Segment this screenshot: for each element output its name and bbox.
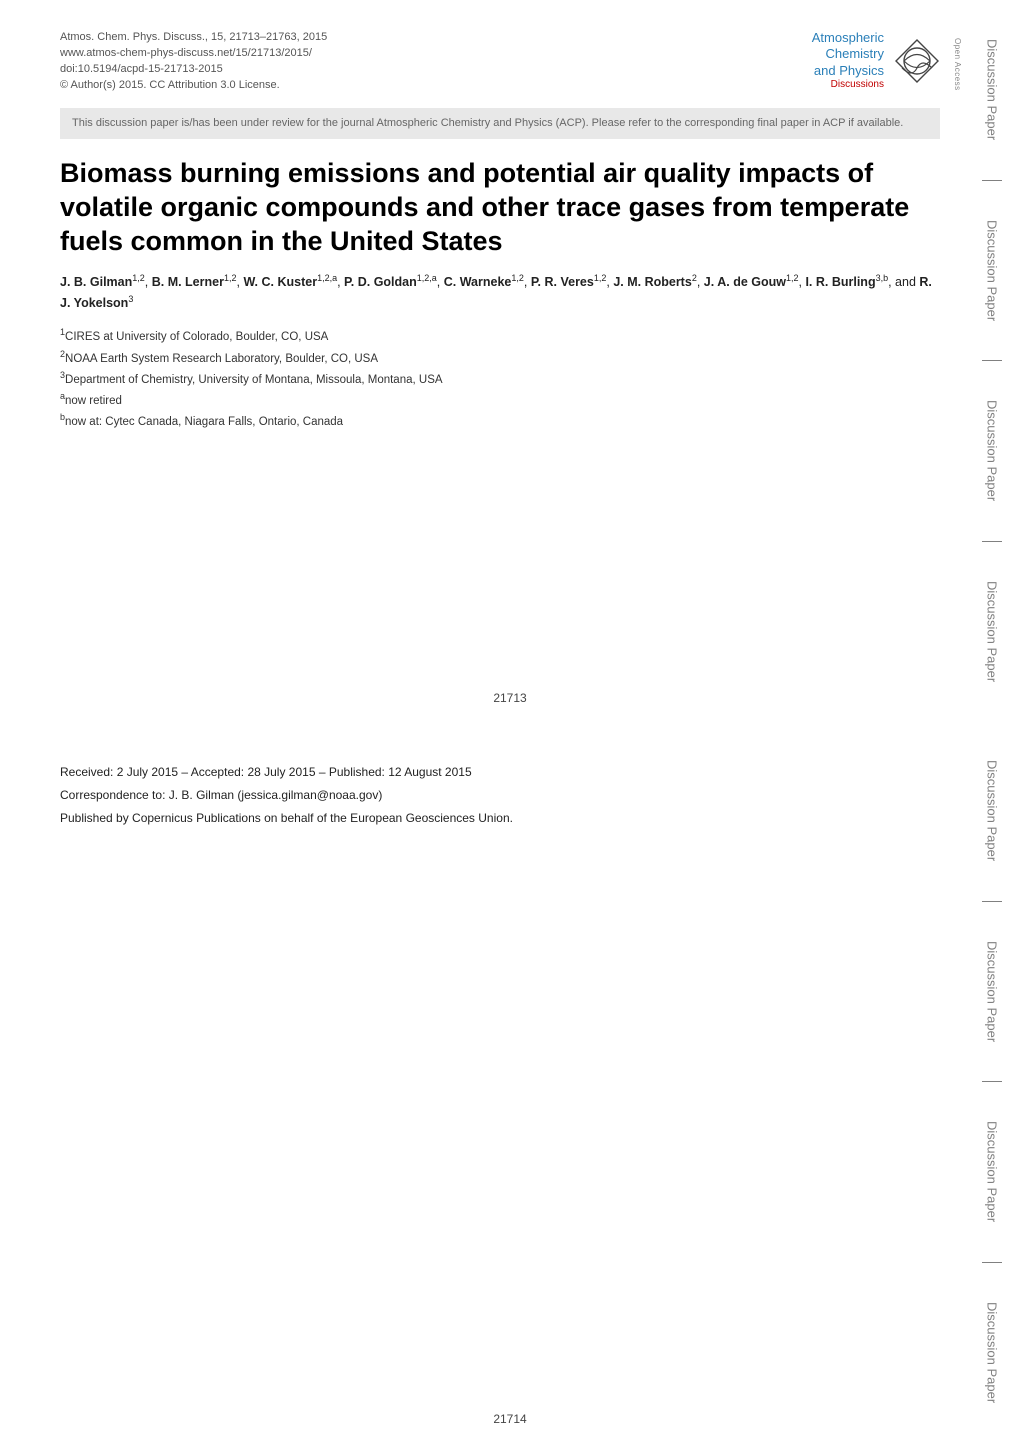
header-meta: Atmos. Chem. Phys. Discuss., 15, 21713–2…	[60, 30, 327, 94]
sidebar-page-1: Discussion Paper Discussion Paper Discus…	[972, 0, 1012, 721]
review-status-banner: This discussion paper is/has been under …	[60, 108, 940, 139]
affiliation-item: bnow at: Cytec Canada, Niagara Falls, On…	[60, 410, 940, 431]
sidebar-label: Discussion Paper	[985, 0, 1000, 180]
sidebar-label: Discussion Paper	[985, 721, 1000, 901]
logo-line-atmospheric: Atmospheric	[812, 30, 884, 46]
received-accepted-published: Received: 2 July 2015 – Accepted: 28 Jul…	[60, 761, 940, 784]
correspondence-line: Correspondence to: J. B. Gilman (jessica…	[60, 784, 940, 807]
sidebar-label: Discussion Paper	[985, 181, 1000, 361]
page-2: Received: 2 July 2015 – Accepted: 28 Jul…	[0, 721, 1020, 1442]
journal-citation: Atmos. Chem. Phys. Discuss., 15, 21713–2…	[60, 30, 327, 46]
author-list: J. B. Gilman1,2, B. M. Lerner1,2, W. C. …	[60, 272, 940, 313]
publication-metadata: Received: 2 July 2015 – Accepted: 28 Jul…	[60, 761, 940, 829]
paper-url: www.atmos-chem-phys-discuss.net/15/21713…	[60, 46, 327, 62]
open-access-label: Open Access	[953, 38, 962, 91]
sidebar-label: Discussion Paper	[985, 1263, 1000, 1442]
affiliation-list: 1CIRES at University of Colorado, Boulde…	[60, 325, 940, 431]
sidebar-page-2: Discussion Paper Discussion Paper Discus…	[972, 721, 1012, 1442]
logo-line-and-physics: and Physics	[812, 63, 884, 79]
publisher-line: Published by Copernicus Publications on …	[60, 807, 940, 830]
paper-doi: doi:10.5194/acpd-15-21713-2015	[60, 62, 327, 78]
journal-logo: Atmospheric Chemistry and Physics Discus…	[812, 30, 940, 91]
sidebar-label: Discussion Paper	[985, 361, 1000, 541]
affiliation-item: anow retired	[60, 389, 940, 410]
journal-logo-text: Atmospheric Chemistry and Physics Discus…	[812, 30, 884, 91]
egu-logo-icon	[894, 38, 940, 84]
page-number: 21713	[493, 691, 526, 705]
page-1: Open Access Atmos. Chem. Phys. Discuss.,…	[0, 0, 1020, 721]
affiliation-item: 3Department of Chemistry, University of …	[60, 368, 940, 389]
affiliation-item: 1CIRES at University of Colorado, Boulde…	[60, 325, 940, 346]
paper-title: Biomass burning emissions and potential …	[60, 157, 940, 258]
sidebar-label: Discussion Paper	[985, 542, 1000, 722]
page-number: 21714	[493, 1412, 526, 1426]
sidebar-label: Discussion Paper	[985, 1082, 1000, 1262]
sidebar-label: Discussion Paper	[985, 902, 1000, 1082]
logo-line-discussions: Discussions	[812, 79, 884, 92]
paper-header: Atmos. Chem. Phys. Discuss., 15, 21713–2…	[60, 30, 940, 94]
affiliation-item: 2NOAA Earth System Research Laboratory, …	[60, 347, 940, 368]
copyright-line: © Author(s) 2015. CC Attribution 3.0 Lic…	[60, 78, 327, 94]
logo-line-chemistry: Chemistry	[812, 46, 884, 62]
